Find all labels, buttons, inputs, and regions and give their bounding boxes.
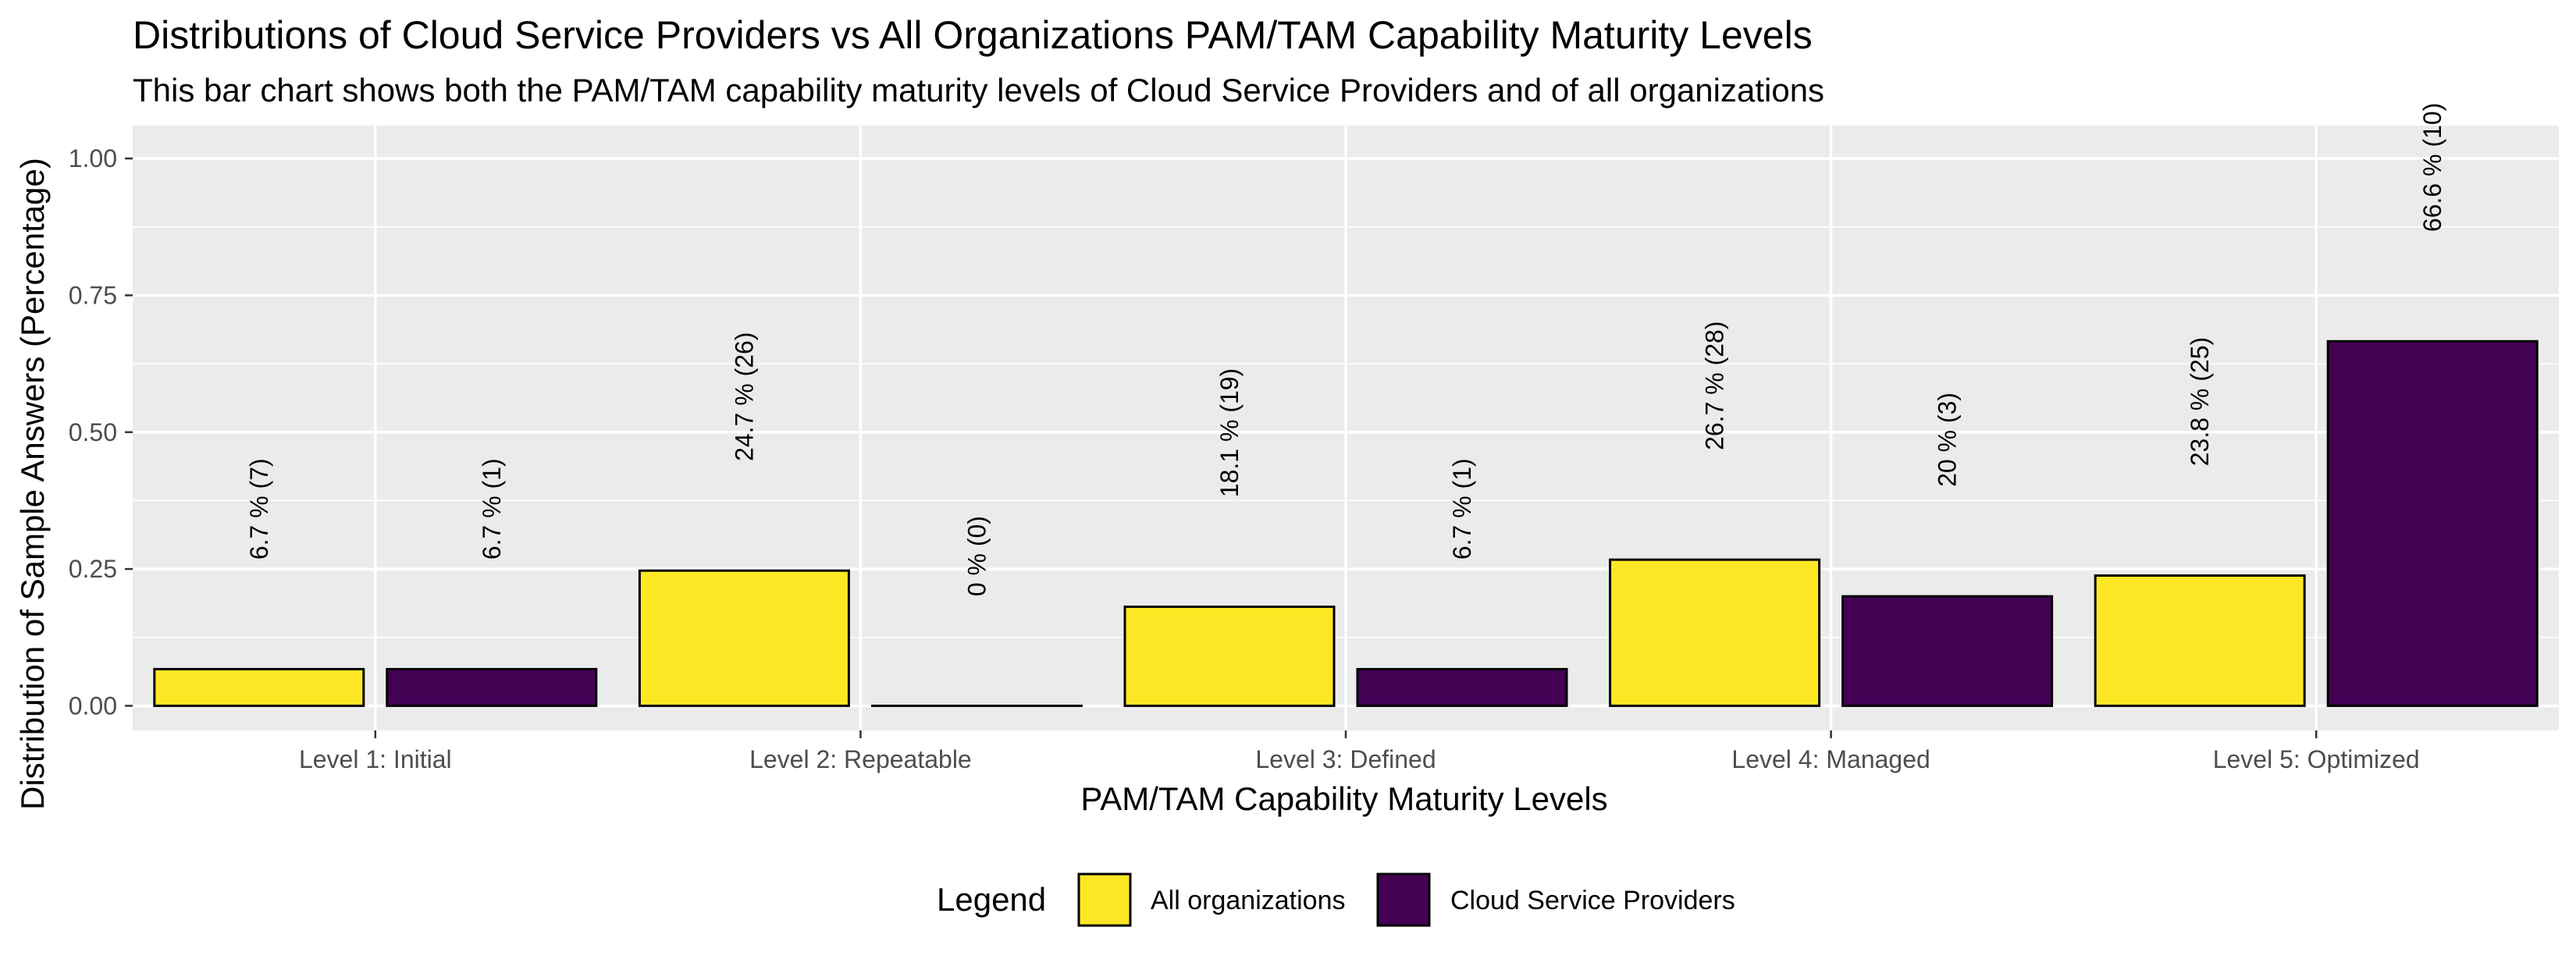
y-tick-label: 0.00 (69, 691, 117, 720)
y-axis: 0.00 0.25 0.50 0.75 1.00 (69, 144, 133, 720)
bar (1841, 595, 2054, 707)
x-tick-label: Level 4: Managed (1731, 745, 1930, 773)
bar (1356, 667, 1568, 707)
data-label: 18.1 % (19) (1215, 368, 1244, 497)
data-label: 66.6 % (10) (2418, 103, 2446, 232)
bar (1123, 605, 1336, 707)
x-axis-title: PAM/TAM Capability Maturity Levels (1080, 780, 1607, 817)
data-label: 0 % (0) (962, 516, 991, 596)
legend-label: Cloud Service Providers (1450, 886, 1735, 915)
bar (1609, 558, 1821, 707)
y-tick-label: 0.75 (69, 281, 117, 309)
data-label: 24.7 % (26) (730, 332, 758, 461)
legend-label: All organizations (1151, 886, 1345, 915)
legend-key (1077, 872, 1132, 927)
data-label: 23.8 % (25) (2186, 337, 2214, 466)
legend: Legend All organizations Cloud Service Pro… (937, 872, 1735, 927)
x-tick-label: Level 5: Optimized (2213, 745, 2420, 773)
data-label: 6.7 % (1) (478, 458, 506, 560)
x-axis: Level 1: Initial Level 2: Repeatable Level… (299, 730, 2420, 773)
legend-key (1376, 872, 1431, 927)
legend-title: Legend (937, 881, 1046, 918)
data-label: 20 % (3) (1934, 393, 1962, 487)
chart-subtitle: This bar chart shows both the PAM/TAM ca… (133, 72, 1824, 108)
plot-panel: 6.7 % (7) 6.7 % (1) 24.7 % (26) 0 % (0) 18.1… (133, 103, 2559, 730)
y-tick-label: 0.25 (69, 555, 117, 583)
x-tick-label: Level 1: Initial (299, 745, 452, 773)
bar (2326, 339, 2539, 707)
x-tick-label: Level 3: Defined (1255, 745, 1436, 773)
bar (153, 667, 365, 707)
y-tick-label: 0.50 (69, 418, 117, 446)
y-tick-label: 1.00 (69, 144, 117, 172)
bar (2094, 574, 2306, 707)
x-tick-label: Level 2: Repeatable (749, 745, 972, 773)
y-axis-title: Distribution of Sample Answers (Percenta… (14, 158, 51, 810)
chart-title: Distributions of Cloud Service Providers… (133, 13, 1813, 57)
data-label: 6.7 % (7) (245, 458, 273, 560)
bar (638, 569, 850, 707)
bar (386, 667, 598, 707)
data-label: 26.7 % (28) (1701, 321, 1729, 450)
data-label: 6.7 % (1) (1448, 458, 1476, 560)
